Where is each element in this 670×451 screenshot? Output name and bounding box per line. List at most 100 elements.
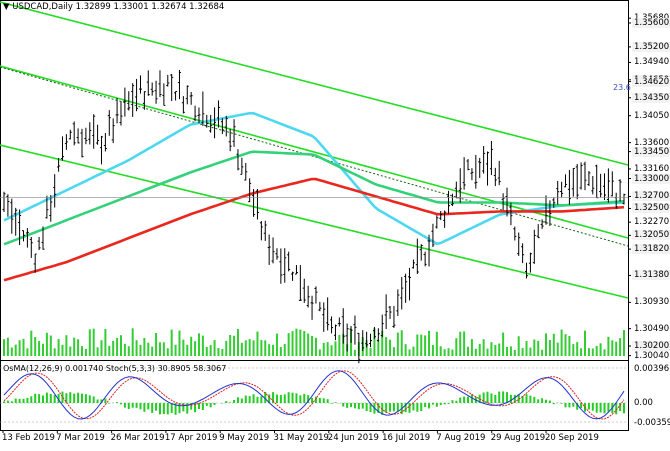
osma-bar — [34, 393, 37, 403]
volume-bar — [34, 337, 37, 356]
osma-bar — [194, 403, 197, 413]
date-tick-label: 24 Jun 2019 — [327, 433, 379, 443]
volume-bar — [155, 332, 158, 356]
osma-bar — [506, 392, 509, 403]
osma-bar — [248, 396, 251, 403]
oscillator-tick-label: 0.003967 — [632, 364, 670, 374]
oscillator-tick-label: 0.00 — [632, 398, 655, 408]
osma-bar — [158, 403, 161, 415]
volume-bar — [26, 348, 29, 356]
osma-bar — [53, 395, 56, 403]
volume-bar — [494, 344, 497, 356]
volume-bar — [112, 340, 115, 356]
volume-bar — [131, 328, 134, 356]
volume-bar — [443, 349, 446, 356]
osma-bar — [369, 403, 372, 413]
volume-bar — [377, 339, 380, 356]
volume-bar — [22, 338, 25, 356]
volume-bar — [229, 335, 232, 356]
volume-bar — [209, 345, 212, 356]
osma-bar — [116, 402, 119, 403]
volume-bar — [88, 329, 91, 356]
osma-bar — [38, 394, 41, 403]
osma-bar — [260, 396, 263, 403]
volume-bar — [334, 341, 337, 356]
volume-bar — [416, 334, 419, 356]
osma-bar — [357, 403, 360, 410]
osma-bar — [240, 398, 243, 403]
osma-bar — [560, 403, 563, 404]
volume-bar — [244, 340, 247, 356]
osma-bar — [287, 392, 290, 403]
volume-bar — [96, 347, 99, 356]
osma-bar — [186, 403, 189, 414]
osma-bar — [272, 392, 275, 403]
channel-line — [0, 1, 629, 166]
osma-bar — [576, 403, 579, 410]
osma-bar — [182, 403, 185, 412]
volume-bar — [517, 336, 520, 356]
volume-bar — [326, 342, 329, 356]
volume-bar — [41, 343, 44, 356]
osma-bar — [275, 394, 278, 403]
osma-bar — [147, 403, 150, 410]
volume-bar — [572, 344, 575, 356]
osma-bar — [564, 403, 567, 408]
volume-bar — [467, 346, 470, 356]
osma-bar — [119, 403, 122, 405]
price-tick-label: 1.33160 — [632, 163, 670, 174]
price-tick-label: 1.34620 — [632, 76, 670, 87]
osma-bar — [139, 403, 142, 410]
volume-bar — [587, 348, 590, 356]
volume-bar — [623, 330, 625, 356]
price-tick-label: 1.34940 — [632, 57, 670, 68]
osma-bar — [318, 397, 321, 403]
volume-bar — [389, 339, 392, 356]
volume-bar — [194, 341, 197, 356]
price-tick-label: 1.32050 — [632, 230, 670, 241]
osma-bar — [307, 395, 310, 403]
channel-midline — [0, 66, 629, 247]
osma-bar — [392, 403, 395, 412]
osma-bar — [57, 393, 60, 403]
volume-bar — [392, 347, 395, 356]
volume-bar — [455, 338, 458, 356]
date-tick-label: 13 Feb 2019 — [2, 433, 55, 443]
volume-bar — [365, 340, 368, 356]
volume-bar — [502, 332, 505, 356]
osma-bar — [365, 403, 368, 412]
osma-bar — [201, 403, 204, 410]
osma-bar — [268, 394, 271, 403]
osma-bar — [521, 395, 524, 403]
volume-bar — [233, 335, 236, 356]
volume-bar — [84, 348, 87, 356]
volume-bar — [217, 348, 220, 356]
volume-bar — [143, 337, 146, 356]
volume-bar — [92, 328, 95, 356]
osma-bar — [443, 403, 446, 405]
symbol-title-icon: ▼ — [3, 2, 10, 12]
osma-bar — [404, 403, 407, 413]
volume-bar — [560, 329, 563, 356]
osma-bar — [92, 396, 95, 403]
price-tick-label: 1.35600 — [632, 17, 670, 28]
volume-bar — [213, 340, 216, 356]
volume-bar — [205, 347, 208, 356]
volume-bar — [463, 331, 466, 356]
osma-bar — [350, 403, 353, 408]
volume-bar — [260, 340, 263, 356]
date-tick-label: 7 Aug 2019 — [436, 433, 486, 443]
osma-bar — [233, 399, 236, 403]
ohlc-values: 1.32899 1.33001 1.32674 1.32684 — [75, 2, 225, 12]
volume-bar — [256, 331, 259, 356]
osma-bar — [568, 403, 571, 408]
osma-bar — [205, 403, 208, 406]
osma-bar — [330, 403, 333, 404]
osma-bar — [431, 403, 434, 405]
volume-bar — [490, 342, 493, 356]
price-tick-label: 1.30200 — [632, 341, 670, 352]
osma-bar — [353, 403, 356, 409]
main-pane-frame — [0, 0, 629, 361]
